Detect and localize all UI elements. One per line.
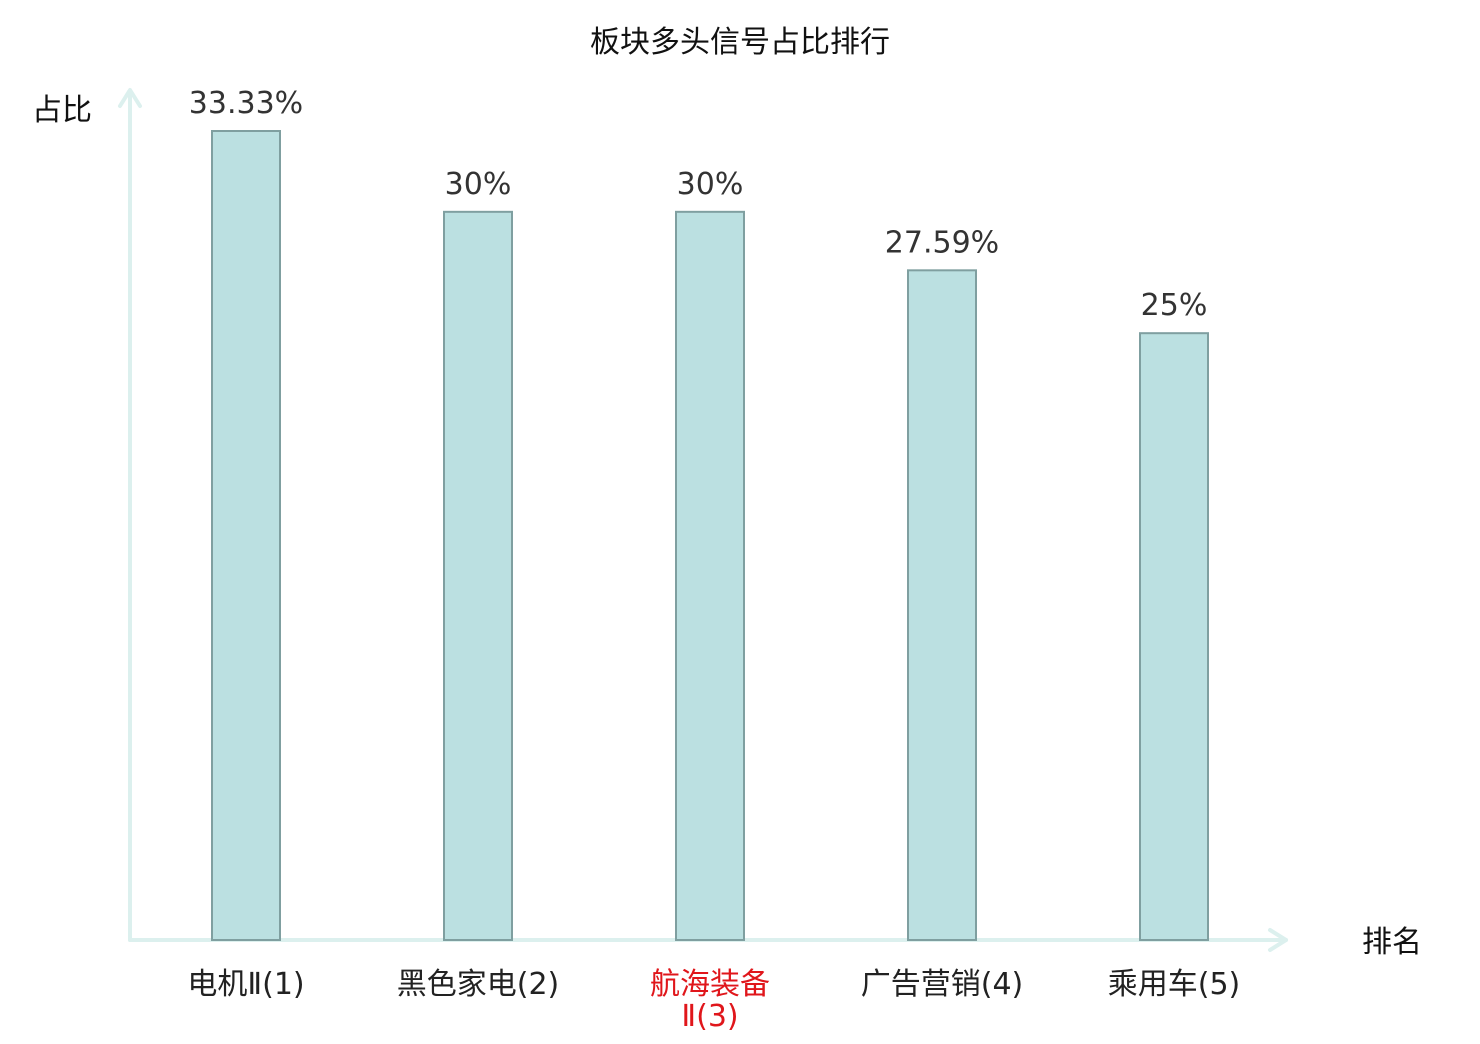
bar-series	[211, 130, 1209, 941]
value-label-1: 33.33%	[189, 86, 303, 121]
y-axis-label: 占比	[32, 93, 92, 128]
x-tick-labels: 电机Ⅱ(1) 黑色家电(2) 航海装备 Ⅱ(3) 广告营销(4) 乘用车(5)	[187, 967, 1240, 1034]
x-tick-label-2: 黑色家电(2)	[397, 967, 560, 1002]
value-labels: 33.33% 30% 30% 27.59% 25%	[189, 86, 1208, 323]
value-label-3: 30%	[677, 167, 744, 202]
x-tick-label-3: 航海装备 Ⅱ(3)	[650, 967, 770, 1034]
bar-4	[907, 269, 977, 941]
x-axis-label: 排名	[1362, 925, 1422, 960]
chart-title: 板块多头信号占比排行	[590, 25, 890, 60]
bar-5	[1139, 332, 1209, 941]
value-label-5: 25%	[1141, 288, 1208, 323]
x-tick-label-line: 航海装备	[650, 967, 770, 1002]
x-tick-label-line: 黑色家电(2)	[397, 967, 560, 1002]
x-tick-label-5: 乘用车(5)	[1108, 967, 1241, 1002]
value-label-4: 27.59%	[885, 225, 999, 260]
x-tick-label-line: 电机Ⅱ(1)	[187, 967, 304, 1002]
x-tick-label-line: 广告营销(4)	[861, 967, 1024, 1002]
x-tick-label-4: 广告营销(4)	[861, 967, 1024, 1002]
value-label-2: 30%	[445, 167, 512, 202]
bar-2	[443, 210, 513, 941]
x-axis-arrow-icon	[1268, 928, 1288, 952]
x-tick-label-line: Ⅱ(3)	[681, 999, 738, 1034]
x-tick-label-1: 电机Ⅱ(1)	[187, 967, 304, 1002]
bar-3	[675, 210, 745, 941]
x-tick-label-line: 乘用车(5)	[1108, 967, 1241, 1002]
y-axis-arrow-icon	[118, 88, 142, 108]
bar-1	[211, 130, 281, 941]
